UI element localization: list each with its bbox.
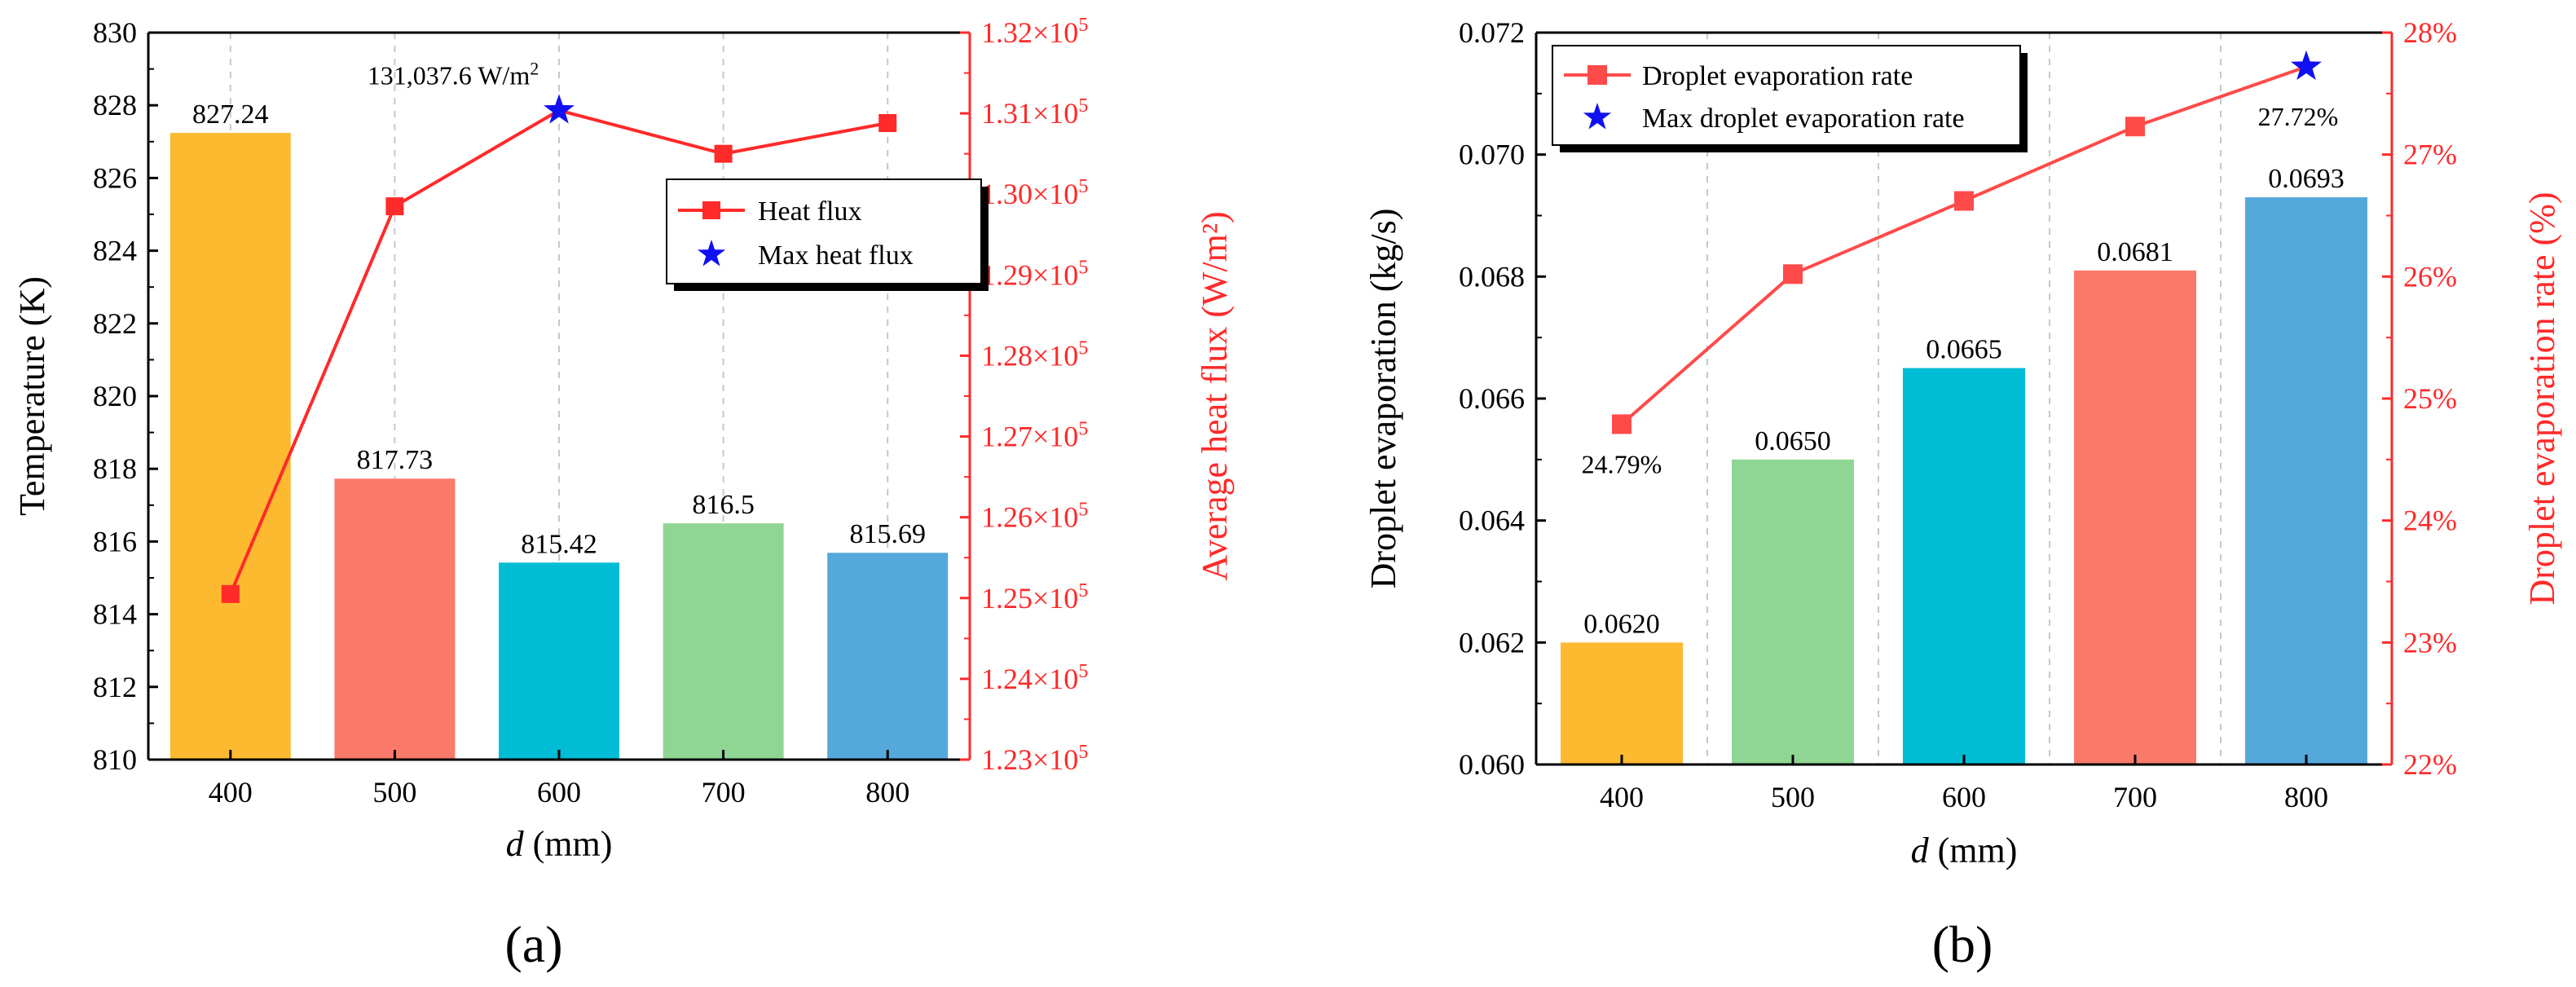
y2-tick-label: 1.28×105 (981, 337, 1088, 372)
y2-axis-title: Average heat flux (W/m²) (1195, 211, 1235, 580)
y-tick-label: 0.060 (1459, 748, 1525, 781)
heat-flux-point (878, 114, 897, 133)
x-tick-label-400: 400 (1600, 781, 1644, 813)
legend-max-text: Max droplet evaporation rate (1642, 104, 1965, 134)
max-heat-flux-star (544, 94, 575, 124)
legend-box (1552, 45, 2021, 146)
y-tick-label: 0.068 (1459, 260, 1525, 293)
y2-tick-label: 1.23×105 (981, 742, 1088, 776)
bar-label-600: 0.0665 (1926, 335, 2002, 365)
y2-tick-label: 1.32×105 (981, 15, 1088, 49)
bar-label-500: 0.0650 (1755, 426, 1831, 456)
panel-label-b: (b) (1932, 915, 1993, 973)
bar-700 (663, 523, 784, 760)
y2-tick-label: 1.25×105 (981, 580, 1088, 615)
y2-tick-label: 26% (2403, 260, 2457, 293)
bar-800 (827, 553, 949, 760)
y-tick-label: 822 (93, 307, 137, 340)
x-tick-label-500: 500 (1771, 781, 1815, 813)
y-tick-label: 0.066 (1459, 382, 1525, 415)
x-axis-title: d (mm) (1911, 831, 2018, 870)
bar-label-700: 0.0681 (2097, 237, 2173, 267)
y2-tick-label: 1.31×105 (981, 95, 1088, 130)
legend-box (666, 178, 982, 284)
y-tick-label: 816 (93, 525, 137, 557)
y-tick-label: 814 (93, 598, 137, 631)
heat-flux-point (714, 144, 733, 163)
min-rate-label: 24.79% (1582, 449, 1662, 478)
evaporation-rate-point (1612, 414, 1631, 434)
max-heat-flux-label: 131,037.6 W/m2 (368, 58, 539, 90)
bar-label-500: 817.73 (357, 445, 434, 475)
x-tick-label-500: 500 (372, 776, 416, 809)
x-tick-label-400: 400 (209, 776, 253, 809)
bar-600 (499, 562, 619, 760)
legend-max-star-icon (697, 240, 726, 267)
max-rate-label: 27.72% (2258, 102, 2339, 131)
legend-heat-flux-marker (702, 201, 720, 219)
y-axis-title: Temperature (K) (12, 276, 52, 516)
y-tick-label: 824 (93, 235, 137, 267)
x-tick-label-600: 600 (537, 776, 581, 809)
y2-tick-label: 24% (2403, 505, 2457, 537)
bar-400 (170, 133, 291, 760)
x-tick-label-700: 700 (702, 776, 746, 809)
y2-tick-label: 1.26×105 (981, 500, 1088, 534)
y2-tick-label: 23% (2403, 626, 2457, 659)
y2-tick-label: 28% (2403, 16, 2457, 49)
y-tick-label: 810 (93, 743, 137, 776)
evaporation-rate-point (2125, 117, 2145, 137)
bar-700 (2074, 270, 2196, 765)
heat-flux-point (221, 584, 240, 603)
legend-rate-marker (1587, 65, 1607, 85)
y-tick-label: 826 (93, 161, 137, 194)
y2-tick-label: 27% (2403, 139, 2457, 171)
x-tick-label-600: 600 (1942, 781, 1986, 813)
max-rate-star (2291, 50, 2322, 81)
bar-label-800: 0.0693 (2268, 164, 2345, 194)
chart-panel-a: 827.24 817.73 815.42 816.5 815.69 810 812 814 81… (12, 15, 1235, 973)
heat-flux-point (385, 197, 404, 216)
x-axis-title: d (mm) (506, 824, 613, 864)
y-tick-label: 0.062 (1459, 626, 1525, 659)
legend-max-text: Max heat flux (758, 240, 914, 271)
evaporation-rate-point (1783, 264, 1803, 284)
legend-max-star-icon (1583, 103, 1612, 130)
bar-label-800: 815.69 (849, 519, 926, 549)
y-tick-label: 818 (93, 452, 137, 485)
bar-label-400: 827.24 (192, 99, 269, 130)
bar-400 (1561, 642, 1683, 764)
y-axis-title: Droplet evaporation (kg/s) (1363, 209, 1403, 589)
y-tick-label: 828 (93, 89, 137, 121)
bar-500 (1732, 459, 1854, 764)
panel-label-a: (a) (504, 915, 562, 973)
y-tick-label: 820 (93, 380, 137, 412)
y2-tick-label: 1.27×105 (981, 419, 1088, 453)
y-tick-label: 0.072 (1459, 16, 1525, 49)
bar-label-700: 816.5 (692, 490, 755, 520)
legend-heat-flux-text: Heat flux (758, 196, 861, 227)
bar-600 (1903, 368, 2025, 764)
evaporation-rate-point (1954, 191, 1974, 211)
y2-tick-label: 1.30×105 (981, 176, 1088, 210)
legend-rate-text: Droplet evaporation rate (1642, 61, 1913, 91)
y-tick-label: 830 (93, 16, 137, 49)
x-tick-label-800: 800 (2284, 781, 2328, 813)
y2-tick-label: 25% (2403, 382, 2457, 415)
y-tick-label: 0.064 (1459, 505, 1525, 537)
x-tick-label-700: 700 (2113, 781, 2157, 813)
chart-panel-b: 0.0620 0.0650 0.0665 0.0681 0.0693 0.060 0.062… (1363, 16, 2562, 973)
bar-800 (2245, 197, 2367, 765)
y-tick-label: 0.070 (1459, 139, 1525, 171)
bar-label-400: 0.0620 (1583, 609, 1660, 639)
y2-tick-label: 22% (2403, 748, 2457, 781)
y2-axis-title: Droplet evaporation rate (%) (2522, 192, 2562, 606)
y2-tick-label: 1.24×105 (981, 661, 1088, 695)
y-tick-label: 812 (93, 671, 137, 703)
x-tick-label-800: 800 (865, 776, 909, 809)
y2-tick-label: 1.29×105 (981, 257, 1088, 291)
bar-500 (334, 478, 456, 760)
bar-label-600: 815.42 (521, 529, 597, 559)
